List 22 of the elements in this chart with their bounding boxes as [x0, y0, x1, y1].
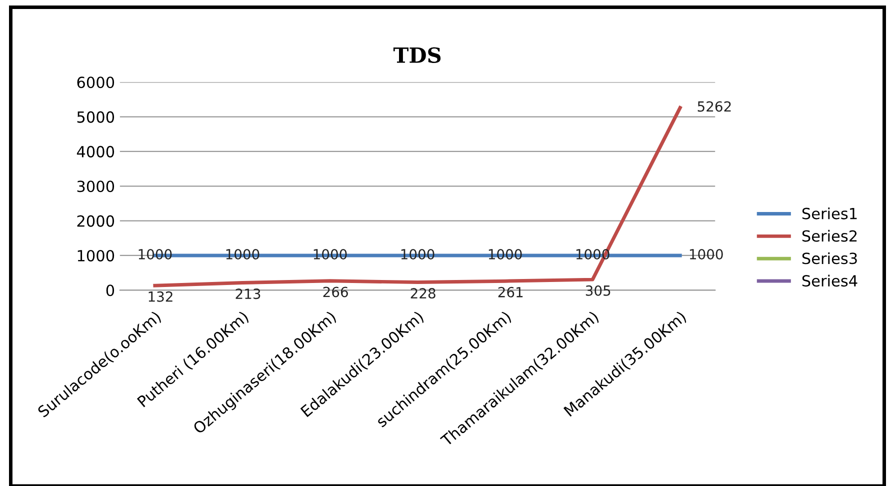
data-label: 213 [236, 288, 260, 300]
y-tick-label: 0 [106, 284, 114, 296]
data-label: 305 [586, 285, 610, 296]
data-label: 1000 [576, 249, 610, 260]
y-tick-label: 2000 [77, 215, 114, 227]
y-tick-label: 4000 [76, 146, 114, 158]
data-label: 266 [323, 286, 348, 298]
y-tick-label: 1000 [78, 250, 114, 262]
data-label: 5262 [698, 101, 731, 112]
data-label: 261 [498, 286, 523, 298]
data-label: 228 [410, 288, 436, 299]
legend-label: Series2 [802, 230, 857, 242]
legend-label: Series4 [802, 274, 858, 287]
y-tick-label: 5000 [77, 111, 114, 123]
y-tick-label: 6000 [77, 76, 114, 88]
data-label: 132 [148, 291, 172, 302]
data-label: 1000 [138, 249, 172, 260]
data-label: 1000 [690, 249, 723, 260]
legend-label: Series1 [802, 208, 857, 220]
legend-label: Series3 [802, 252, 857, 264]
y-tick-label: 3000 [77, 180, 114, 192]
chart-title: TDS [393, 47, 441, 63]
